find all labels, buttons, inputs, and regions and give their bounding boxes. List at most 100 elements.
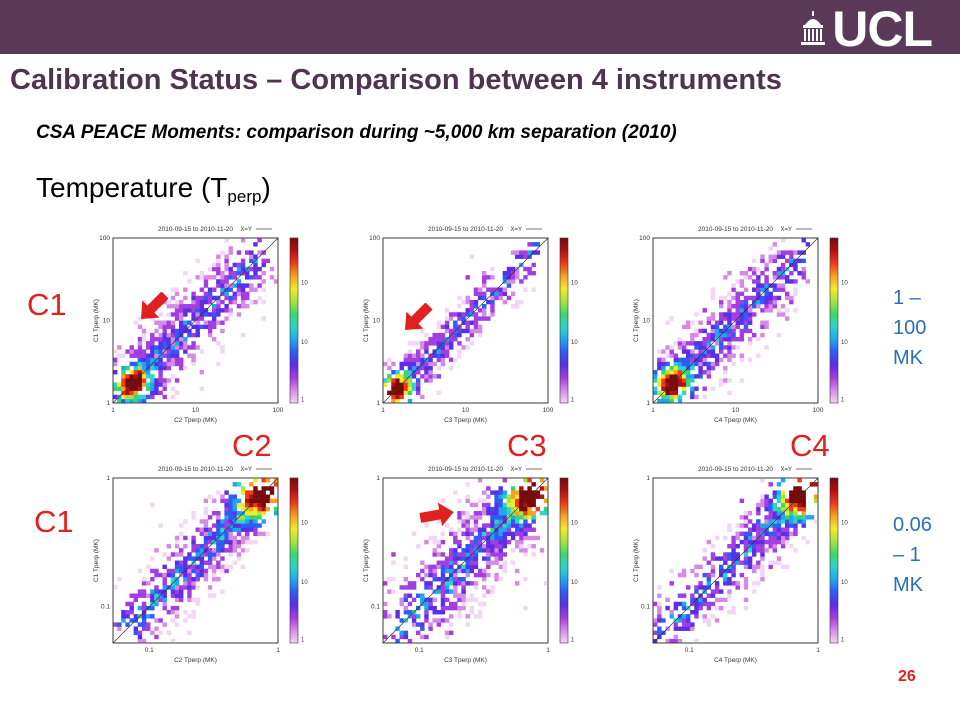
heatmap-cell xyxy=(249,506,254,512)
heatmap-cell xyxy=(158,370,163,375)
heatmap-cell xyxy=(453,332,458,338)
heatmap-cell xyxy=(121,386,126,391)
heatmap-cell xyxy=(203,312,209,317)
heatmap-cell xyxy=(195,312,200,317)
heatmap-cell xyxy=(444,581,450,586)
heatmap-cell xyxy=(166,568,172,574)
heatmap-cell xyxy=(146,374,151,379)
plot-date-range: 2010-09-15 to 2010-11-20 xyxy=(158,226,233,233)
plot-border xyxy=(382,237,549,404)
heatmap-cell xyxy=(477,614,483,619)
heatmap-cell xyxy=(179,345,184,350)
heatmap-cell xyxy=(502,568,508,574)
heatmap-cell xyxy=(245,283,250,288)
heatmap-cell xyxy=(179,365,184,371)
heatmap-cell xyxy=(764,498,769,504)
heatmap-cell xyxy=(776,308,782,313)
heatmap-cell xyxy=(752,581,757,586)
heatmap-cell xyxy=(461,605,466,611)
heatmap-cell xyxy=(407,361,413,367)
heatmap-cell xyxy=(473,544,479,549)
heatmap-cell xyxy=(146,353,151,358)
heatmap-cell xyxy=(477,287,483,292)
heatmap-cell xyxy=(698,601,703,607)
heatmap-cell xyxy=(469,593,475,598)
heatmap-cell xyxy=(203,291,209,297)
heatmap-cell xyxy=(158,332,163,338)
heatmap-cell xyxy=(510,535,516,541)
heatmap-cell xyxy=(690,568,695,574)
y-tick-label: 1 xyxy=(376,400,380,407)
heatmap-cell xyxy=(416,544,421,549)
heatmap-cell xyxy=(760,539,765,545)
heatmap-cell xyxy=(420,341,425,346)
heatmap-cell xyxy=(154,634,159,640)
heatmap-cell xyxy=(261,506,266,512)
heatmap-cell xyxy=(391,634,396,640)
heatmap-cell xyxy=(723,316,728,321)
heatmap-cell xyxy=(245,304,250,309)
heatmap-cell xyxy=(731,544,736,549)
heatmap-cell xyxy=(199,548,205,553)
heatmap-cell xyxy=(191,515,196,520)
heatmap-cell xyxy=(743,299,749,305)
heatmap-cell xyxy=(723,378,728,383)
heatmap-cell xyxy=(482,535,487,541)
x-tick-label: 1 xyxy=(546,647,550,654)
heatmap-cell xyxy=(199,556,205,561)
heatmap-cell xyxy=(719,316,724,321)
heatmap-cell xyxy=(739,572,745,578)
heatmap-cell xyxy=(174,614,180,619)
heatmap-cell xyxy=(428,568,433,574)
heatmap-cell xyxy=(240,519,246,524)
heatmap-cell xyxy=(735,320,740,325)
heatmap-cell xyxy=(780,287,786,292)
heatmap-cell xyxy=(457,295,462,301)
heatmap-cell xyxy=(207,531,213,537)
heatmap-cell xyxy=(411,597,417,603)
heatmap-cell xyxy=(710,312,716,317)
heatmap-cell xyxy=(137,341,143,346)
heatmap-cell xyxy=(440,572,446,578)
heatmap-cell xyxy=(673,626,679,631)
heatmap-cell xyxy=(207,556,213,561)
heatmap-cell xyxy=(133,626,139,631)
heatmap-cell xyxy=(449,564,454,570)
heatmap-cell xyxy=(457,312,462,317)
heatmap-cell xyxy=(785,279,790,284)
heatmap-cell xyxy=(776,539,782,545)
heatmap-cell xyxy=(686,353,691,358)
heatmap-cell xyxy=(506,539,512,545)
heatmap-cell xyxy=(403,374,409,379)
heatmap-cell xyxy=(444,523,450,528)
heatmap-cell xyxy=(137,349,143,354)
heatmap-cell xyxy=(436,324,442,330)
heatmap-cell xyxy=(224,535,229,541)
heatmap-cell xyxy=(440,361,446,367)
heatmap-cell xyxy=(657,614,662,619)
heatmap-cell xyxy=(661,398,666,404)
heatmap-cell xyxy=(411,341,417,346)
heatmap-cell xyxy=(436,564,442,570)
heatmap-cell xyxy=(731,581,736,586)
heatmap-cell xyxy=(785,258,790,264)
heatmap-cell xyxy=(469,581,475,586)
heatmap-cell xyxy=(216,544,221,549)
heatmap-cell xyxy=(133,386,139,391)
heatmap-cell xyxy=(665,382,670,387)
heatmap-cell xyxy=(498,564,503,570)
heatmap-cell xyxy=(486,275,491,280)
heatmap-cell xyxy=(203,519,209,524)
heatmap-cell xyxy=(224,564,229,570)
heatmap-cell xyxy=(191,548,196,553)
heatmap-cell xyxy=(760,498,765,504)
heatmap-cell xyxy=(739,291,745,297)
heatmap-cell xyxy=(706,618,712,623)
heatmap-cell xyxy=(129,618,134,623)
heatmap-cell xyxy=(457,515,462,520)
heatmap-cell xyxy=(207,552,213,557)
heatmap-cell xyxy=(482,312,487,317)
heatmap-cell xyxy=(224,279,229,284)
heatmap-cell xyxy=(240,515,246,520)
heatmap-cell xyxy=(195,552,200,557)
